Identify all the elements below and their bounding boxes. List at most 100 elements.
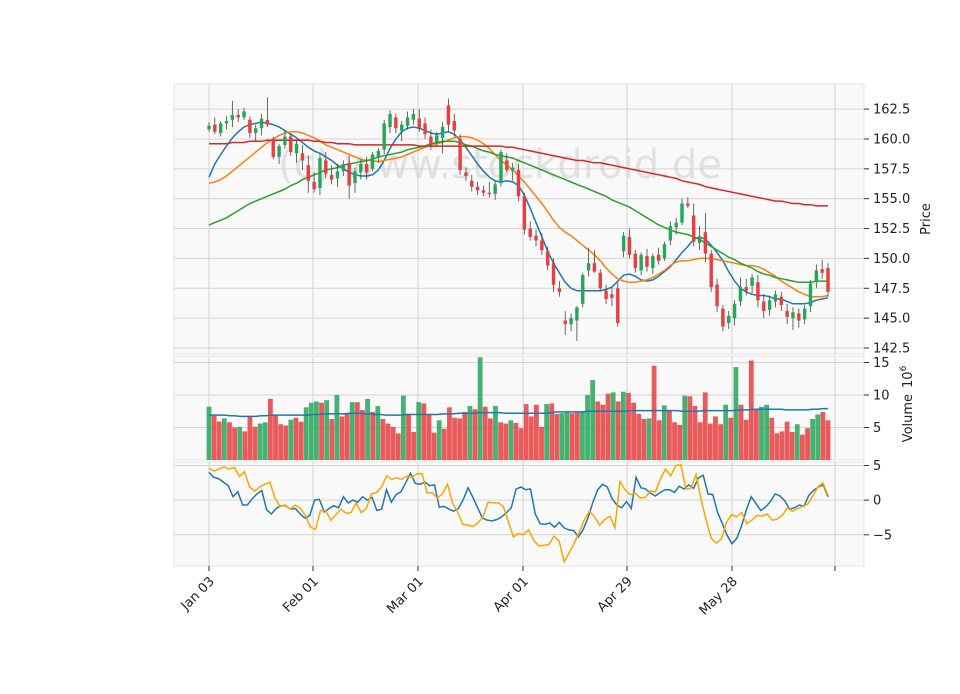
volume-bar bbox=[303, 407, 309, 460]
volume-bar bbox=[810, 419, 816, 460]
volume-bar bbox=[723, 404, 729, 460]
candlestick bbox=[294, 140, 299, 163]
volume-bar bbox=[702, 392, 708, 460]
price-panel-background bbox=[173, 83, 865, 355]
volume-bar bbox=[482, 406, 488, 460]
candlestick bbox=[686, 197, 690, 209]
volume-bar bbox=[385, 423, 391, 460]
candlestick bbox=[610, 288, 614, 307]
candlestick bbox=[394, 113, 398, 133]
volume-bar bbox=[339, 416, 345, 460]
volume-bar bbox=[692, 406, 698, 460]
y-tick-label: 145.0 bbox=[873, 312, 910, 327]
volume-bar bbox=[641, 419, 647, 460]
volume-bar bbox=[513, 422, 519, 460]
volume-bar bbox=[580, 411, 585, 460]
candlestick bbox=[668, 221, 673, 246]
volume-bar bbox=[431, 432, 437, 460]
candlestick bbox=[709, 250, 713, 292]
candlestick bbox=[773, 290, 778, 308]
candlestick bbox=[522, 192, 527, 235]
volume-bar bbox=[447, 407, 452, 460]
volume-bar bbox=[457, 418, 463, 460]
candlestick bbox=[575, 306, 579, 341]
volume-bar bbox=[257, 423, 263, 460]
candlestick bbox=[341, 160, 346, 176]
candlestick bbox=[481, 185, 486, 197]
volume-bar bbox=[288, 419, 294, 460]
volume-bar bbox=[728, 417, 734, 460]
volume-bar bbox=[498, 422, 503, 460]
volume-bar bbox=[753, 409, 759, 460]
volume-bar bbox=[267, 398, 273, 460]
volume-bar bbox=[232, 427, 237, 460]
candlestick bbox=[802, 305, 807, 325]
candlestick bbox=[464, 167, 468, 181]
volume-bar bbox=[508, 420, 514, 460]
candlestick bbox=[814, 264, 819, 289]
volume-bar bbox=[493, 406, 498, 460]
candlestick bbox=[388, 110, 392, 133]
candlestick bbox=[621, 232, 626, 258]
volume-bar bbox=[815, 414, 821, 460]
candlestick bbox=[721, 305, 725, 332]
volume-bar bbox=[319, 402, 324, 460]
volume-bar bbox=[825, 420, 831, 460]
volume-bar bbox=[539, 426, 544, 460]
candlestick bbox=[230, 100, 235, 128]
candlestick bbox=[604, 284, 608, 304]
volume-bar bbox=[324, 400, 330, 460]
volume-bar bbox=[615, 401, 621, 460]
volume-bar bbox=[467, 406, 473, 460]
y-tick-label: 142.5 bbox=[873, 342, 910, 357]
volume-bar bbox=[636, 413, 642, 460]
volume-bar bbox=[227, 422, 232, 460]
volume-bar bbox=[554, 413, 560, 460]
candlestick bbox=[581, 272, 585, 308]
candlestick bbox=[213, 117, 217, 135]
candlestick bbox=[738, 277, 743, 307]
candlestick bbox=[353, 167, 357, 193]
y-tick-label: 0 bbox=[873, 494, 881, 509]
candlestick bbox=[826, 263, 830, 297]
volume-bar bbox=[329, 419, 335, 460]
candlestick bbox=[411, 109, 416, 125]
volume-bar bbox=[656, 420, 662, 460]
volume-bar bbox=[216, 421, 222, 460]
candlestick bbox=[639, 252, 643, 276]
y-tick-label: 10 bbox=[873, 389, 890, 404]
candlestick bbox=[586, 247, 591, 277]
volume-bar bbox=[518, 428, 524, 460]
candlestick bbox=[236, 109, 240, 123]
volume-bar bbox=[738, 404, 744, 460]
indicator-panel-background bbox=[173, 461, 865, 567]
candlestick bbox=[697, 226, 702, 251]
candlestick bbox=[551, 258, 556, 292]
candlestick bbox=[318, 153, 322, 196]
volume-bar bbox=[769, 417, 775, 460]
volume-bar bbox=[477, 357, 483, 460]
volume-bar bbox=[564, 412, 570, 460]
candlestick bbox=[218, 121, 223, 137]
candlestick bbox=[557, 281, 562, 297]
volume-bar bbox=[631, 402, 637, 460]
candlestick bbox=[423, 117, 427, 139]
candlestick bbox=[779, 291, 783, 311]
candlestick bbox=[545, 246, 550, 271]
candlestick bbox=[762, 294, 766, 319]
volume-bar bbox=[472, 409, 478, 460]
x-tick-label: Apr 01 bbox=[491, 574, 532, 615]
volume-bar bbox=[733, 367, 739, 460]
volume-bar bbox=[298, 421, 304, 460]
volume-bar bbox=[805, 428, 810, 460]
candlestick bbox=[744, 278, 748, 296]
volume-bar bbox=[661, 405, 667, 460]
candlestick bbox=[563, 310, 567, 335]
volume-bar bbox=[779, 431, 785, 460]
candlestick bbox=[645, 248, 649, 272]
candlestick bbox=[785, 303, 789, 325]
candlestick bbox=[283, 130, 287, 149]
y-tick-label: 5 bbox=[873, 459, 881, 474]
volume-bar bbox=[784, 421, 790, 460]
volume-bar bbox=[375, 406, 381, 460]
